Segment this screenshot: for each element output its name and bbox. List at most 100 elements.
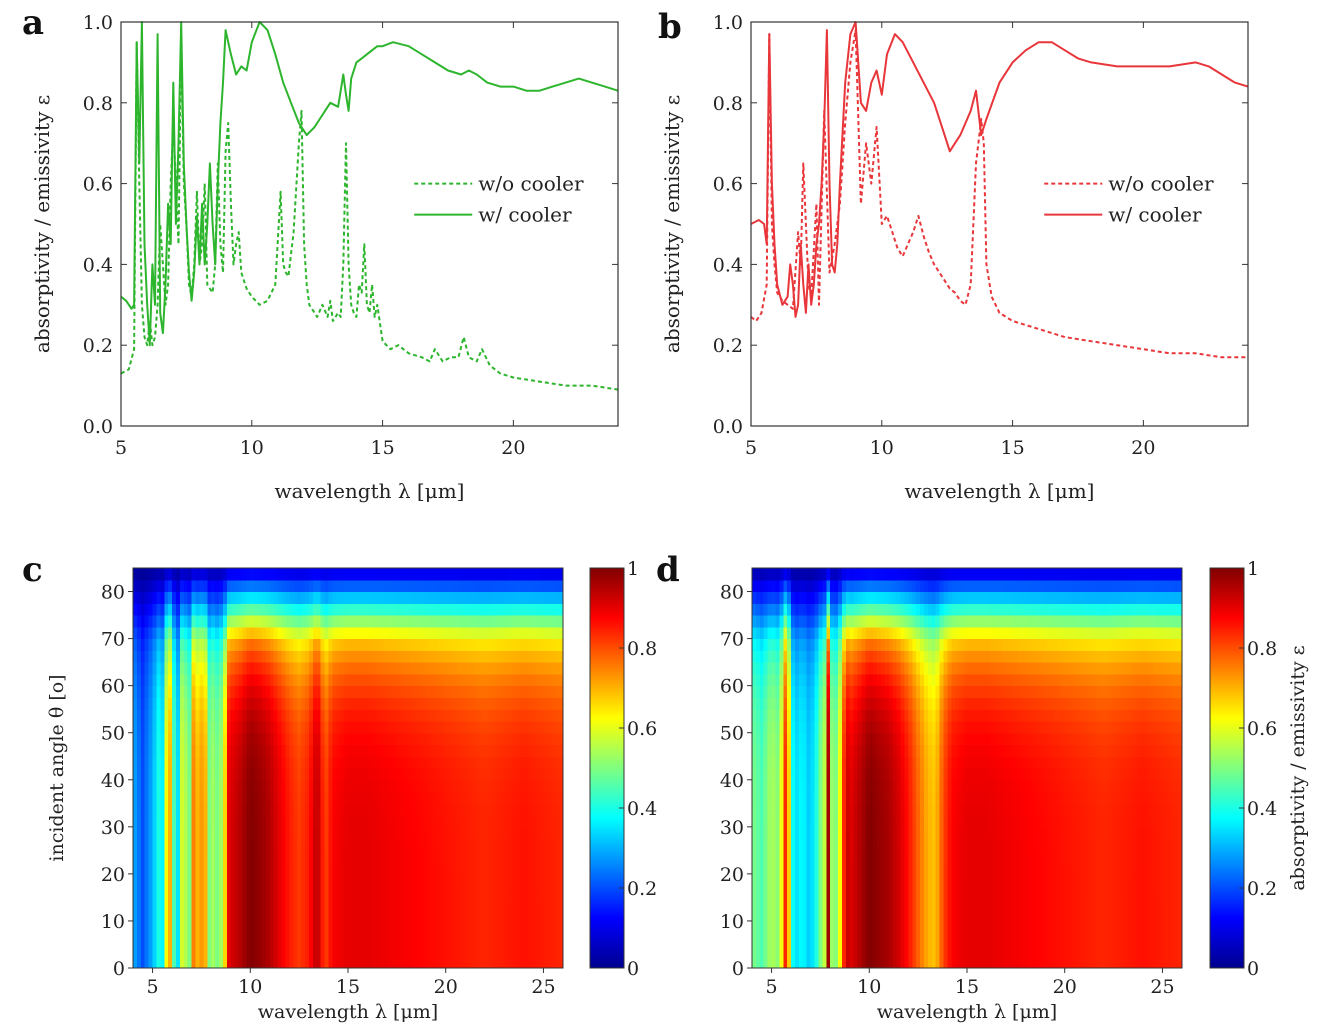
heatmap-cell <box>457 673 462 687</box>
heatmap-cell <box>281 920 287 934</box>
heatmap-cell <box>547 850 552 863</box>
heatmap-cell <box>418 779 423 793</box>
heatmap-cell <box>752 944 757 957</box>
heatmap-cell <box>262 897 267 910</box>
heatmap-cell <box>258 638 263 651</box>
heatmap-cell <box>367 873 373 887</box>
heatmap-cell <box>312 709 318 722</box>
heatmap-cell <box>168 709 173 722</box>
heatmap-cell <box>179 615 185 628</box>
heatmap-cell <box>787 744 792 757</box>
heatmap-cell <box>795 885 800 899</box>
heatmap-cell <box>316 838 322 851</box>
heatmap-cell <box>207 591 212 604</box>
heatmap-cell <box>818 838 823 851</box>
heatmap-cell <box>148 720 154 734</box>
heatmap-cell <box>414 932 419 946</box>
heatmap-cell <box>281 897 287 910</box>
heatmap-cell <box>133 685 138 699</box>
heatmap-cell <box>222 815 228 828</box>
heatmap-cell <box>539 944 545 957</box>
heatmap-cell <box>297 756 302 769</box>
heatmap-cell <box>779 944 784 957</box>
heatmap-cell <box>359 815 365 828</box>
heatmap-cell <box>504 838 509 851</box>
heatmap-cell <box>230 709 236 722</box>
heatmap-cell <box>410 579 416 593</box>
heatmap-cell <box>418 944 423 957</box>
heatmap-cell <box>853 756 859 769</box>
heatmap-cell <box>861 662 866 675</box>
heatmap-cell <box>845 638 851 651</box>
heatmap-cell <box>461 920 466 934</box>
heatmap-cell <box>140 662 146 675</box>
heatmap-cell <box>133 615 138 628</box>
heatmap-cell <box>211 709 216 722</box>
heatmap-cell <box>183 815 189 828</box>
heatmap-cell <box>168 756 173 769</box>
heatmap-cell <box>834 720 839 734</box>
heatmap-cell <box>508 744 513 757</box>
heatmap-cell <box>461 885 466 899</box>
heatmap-cell <box>802 650 808 663</box>
heatmap-cell <box>527 591 533 604</box>
heatmap-cell <box>814 956 820 969</box>
heatmap-cell <box>547 909 552 922</box>
heatmap-cell <box>798 626 804 640</box>
heatmap-cell <box>281 685 287 699</box>
heatmap-cell <box>164 756 169 769</box>
heatmap-cell <box>176 638 181 651</box>
heatmap-cell <box>222 732 228 746</box>
heatmap-cell <box>531 662 537 675</box>
heatmap-cell <box>445 803 451 816</box>
heatmap-cell <box>810 768 816 781</box>
heatmap-cell <box>160 768 165 781</box>
heatmap-cell <box>779 803 784 816</box>
heatmap-cell <box>332 720 337 734</box>
heatmap-cell <box>426 791 431 804</box>
heatmap-cell <box>379 709 384 722</box>
heatmap-cell <box>480 662 486 675</box>
heatmap-cell <box>285 803 290 816</box>
heatmap-cell <box>211 815 216 828</box>
heatmap-cell <box>285 720 290 734</box>
heatmap-cell <box>246 920 251 934</box>
heatmap-cell <box>849 591 855 604</box>
heatmap-cell <box>806 720 812 734</box>
heatmap-cell <box>160 579 165 593</box>
heatmap-cell <box>461 744 466 757</box>
heatmap-cell <box>798 909 804 922</box>
heatmap-cell <box>535 791 541 804</box>
heatmap-cell <box>512 779 517 793</box>
heatmap-cell <box>434 744 439 757</box>
heatmap-cell <box>555 591 560 604</box>
heatmap-cell <box>199 603 204 616</box>
heatmap-cell <box>136 862 142 875</box>
heatmap-cell <box>410 944 416 957</box>
heatmap-cell <box>539 768 545 781</box>
heatmap-cell <box>445 697 451 710</box>
heatmap-cell <box>488 603 494 616</box>
heatmap-cell <box>426 956 431 969</box>
heatmap-cell <box>336 897 341 910</box>
heatmap-cell <box>308 920 314 934</box>
heatmap-cell <box>172 909 177 922</box>
heatmap-cell <box>559 815 564 828</box>
heatmap-cell <box>320 744 326 757</box>
heatmap-cell <box>351 850 357 863</box>
heatmap-cell <box>262 732 267 746</box>
heatmap-cell <box>359 826 365 840</box>
heatmap-cell <box>383 944 388 957</box>
heatmap-cell <box>191 603 197 616</box>
heatmap-cell <box>480 744 486 757</box>
heatmap-cell <box>551 944 556 957</box>
heatmap-cell <box>277 779 283 793</box>
heatmap-cell <box>265 756 271 769</box>
heatmap-cell <box>176 756 181 769</box>
heatmap-cell <box>133 873 138 887</box>
heatmap-cell <box>222 803 228 816</box>
heatmap-cell <box>355 862 361 875</box>
heatmap-cell <box>818 779 823 793</box>
heatmap-cell <box>273 697 279 710</box>
heatmap-cell <box>402 920 408 934</box>
